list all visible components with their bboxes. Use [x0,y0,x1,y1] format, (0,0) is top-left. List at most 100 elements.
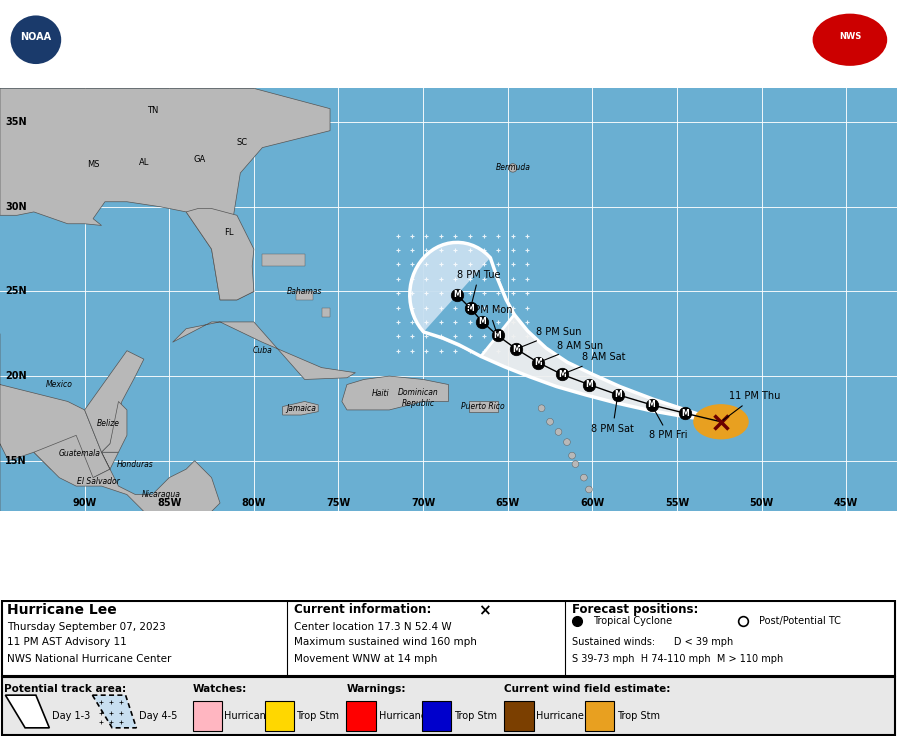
Text: Nicaragua: Nicaragua [142,490,180,499]
Text: SC: SC [237,138,248,147]
Text: Center location 17.3 N 52.4 W: Center location 17.3 N 52.4 W [294,622,452,631]
Text: 80W: 80W [241,498,266,509]
Circle shape [555,428,562,435]
Polygon shape [342,376,448,410]
Text: Current wind field estimate:: Current wind field estimate: [504,684,670,694]
Text: FL: FL [223,227,233,237]
Text: 70W: 70W [411,498,435,509]
Text: Sustained winds:      D < 39 mph: Sustained winds: D < 39 mph [572,637,734,647]
Text: NOAA: NOAA [21,32,51,42]
Polygon shape [296,291,313,300]
Text: 35N: 35N [5,117,27,127]
Text: 90W: 90W [73,498,97,509]
Circle shape [563,439,570,445]
Text: M: M [493,331,501,340]
Text: 8 PM Tue: 8 PM Tue [457,269,501,305]
Text: Trop Stm: Trop Stm [296,710,339,721]
Circle shape [586,486,592,493]
Polygon shape [481,314,721,422]
Text: M: M [585,380,593,389]
Text: Haiti: Haiti [372,389,389,397]
Text: 25N: 25N [5,286,27,297]
Text: 8 AM Sun: 8 AM Sun [541,341,604,361]
Text: 55W: 55W [665,498,689,509]
Text: M: M [512,344,520,353]
Text: Hurricane: Hurricane [224,710,272,721]
Text: 45W: 45W [834,498,858,509]
Text: Bahamas: Bahamas [287,287,322,296]
Text: ×: × [478,604,491,618]
Polygon shape [172,322,355,380]
FancyBboxPatch shape [2,677,895,735]
Text: M: M [478,317,486,327]
Text: 8 PM Fri: 8 PM Fri [649,407,688,440]
Ellipse shape [694,405,748,439]
Bar [585,701,614,731]
Text: Honduras: Honduras [117,459,153,469]
Polygon shape [101,401,127,452]
Text: 50W: 50W [750,498,774,509]
Text: NWS: NWS [839,32,861,41]
Polygon shape [187,208,254,300]
Circle shape [580,474,588,481]
Text: M: M [614,390,622,399]
Polygon shape [469,401,498,411]
Text: Day 1-3: Day 1-3 [52,710,91,721]
Text: 15N: 15N [5,456,27,466]
Text: Movement WNW at 14 mph: Movement WNW at 14 mph [294,654,438,665]
Text: M: M [682,408,689,418]
Polygon shape [321,308,330,316]
Text: S 39-73 mph  H 74-110 mph  M > 110 mph: S 39-73 mph H 74-110 mph M > 110 mph [572,654,784,665]
Text: Mexico: Mexico [46,380,73,389]
Circle shape [812,13,888,67]
Text: Maximum sustained wind 160 mph: Maximum sustained wind 160 mph [294,637,477,647]
Text: Belize: Belize [97,419,120,428]
Text: El Salvador: El Salvador [77,476,119,486]
Text: Hurricane Lee: Hurricane Lee [7,604,117,618]
Circle shape [569,452,576,459]
Circle shape [546,418,553,425]
Polygon shape [0,333,118,512]
Text: Current information:: Current information: [294,604,436,616]
Text: 8 PM Sat: 8 PM Sat [591,397,634,434]
Text: 11 PM Thu: 11 PM Thu [723,392,780,420]
Text: Warnings:: Warnings: [346,684,405,694]
Text: 30N: 30N [5,202,27,212]
Text: 85W: 85W [157,498,181,509]
Text: AL: AL [139,158,149,167]
Polygon shape [92,695,136,728]
Text: Tropical Cyclone: Tropical Cyclone [593,616,672,626]
Text: NWS National Hurricane Center: NWS National Hurricane Center [7,654,171,665]
Bar [504,701,534,731]
Circle shape [10,15,62,65]
Polygon shape [84,350,144,452]
Text: Potential track area:: Potential track area: [4,684,126,694]
Text: M: M [453,290,461,300]
Text: Watches:: Watches: [193,684,247,694]
Polygon shape [283,401,318,415]
Text: 11 PM AST Advisory 11: 11 PM AST Advisory 11 [7,637,127,647]
Circle shape [572,461,579,467]
Text: Thursday September 07, 2023: Thursday September 07, 2023 [7,622,166,631]
Text: Note: The cone contains the probable path of the storm center but does not show
: Note: The cone contains the probable pat… [174,26,687,49]
Text: TN: TN [146,106,158,115]
Bar [265,701,294,731]
Bar [193,701,222,731]
Text: Trop Stm: Trop Stm [617,710,660,721]
Text: Trop Stm: Trop Stm [454,710,497,721]
Text: 8 PM Mon: 8 PM Mon [466,305,513,333]
Polygon shape [34,435,220,528]
Text: Jamaica: Jamaica [286,404,317,413]
Text: 60W: 60W [580,498,605,509]
Text: Cuba: Cuba [252,346,272,355]
Text: M: M [648,400,656,409]
Polygon shape [0,88,330,300]
Circle shape [509,163,517,172]
Text: 65W: 65W [496,498,520,509]
Text: M: M [466,304,475,313]
Polygon shape [410,242,514,356]
Text: M: M [535,358,542,367]
Text: Bermuda: Bermuda [495,163,530,172]
Text: Post/Potential TC: Post/Potential TC [759,616,840,626]
Text: MS: MS [87,160,100,169]
